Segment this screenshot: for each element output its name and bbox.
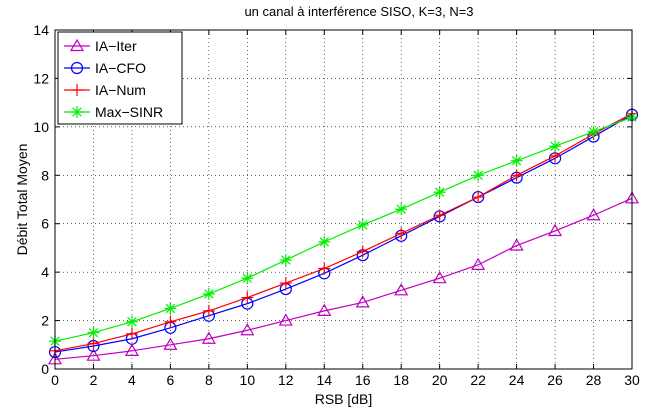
- x-tick-label: 14: [316, 372, 332, 388]
- x-axis-label: RSB [dB]: [315, 391, 373, 407]
- x-tick-label: 20: [432, 372, 448, 388]
- series-layer: [47, 107, 640, 365]
- series-line: [54, 113, 633, 352]
- legend-label: Max−SINR: [95, 104, 163, 120]
- x-tick-label: 2: [90, 372, 98, 388]
- data-point: [124, 343, 139, 356]
- data-point: [509, 238, 524, 251]
- data-point: [241, 291, 254, 304]
- data-point: [318, 235, 331, 248]
- data-point: [433, 209, 446, 222]
- y-tick-label: 10: [33, 119, 49, 135]
- legend-entry: IA−Iter: [64, 38, 137, 54]
- data-point: [164, 302, 177, 315]
- y-tick-label: 12: [33, 70, 49, 86]
- data-point: [279, 277, 292, 290]
- legend: IA−Iter IA−CFO IA−Num Max−SINR: [57, 31, 183, 125]
- y-tick-label: 6: [41, 216, 49, 232]
- x-tick-label: 18: [393, 372, 409, 388]
- data-point: [318, 262, 331, 275]
- legend-marker: [70, 61, 84, 75]
- legend-entry: IA−CFO: [64, 60, 146, 76]
- series-4: [49, 111, 638, 348]
- data-point: [202, 304, 215, 317]
- data-point: [86, 348, 101, 361]
- data-point: [510, 169, 523, 182]
- legend-box: [57, 31, 183, 125]
- x-tick-label: 12: [278, 372, 294, 388]
- data-point: [587, 125, 600, 138]
- data-point: [394, 283, 409, 296]
- data-point: [356, 218, 369, 231]
- data-point: [279, 254, 292, 267]
- data-point: [395, 227, 408, 240]
- data-point: [586, 208, 601, 221]
- x-tick-label: 0: [51, 372, 59, 388]
- data-point: [163, 337, 178, 350]
- y-tick-label: 8: [41, 167, 49, 183]
- data-point: [549, 140, 562, 153]
- data-point: [278, 313, 293, 326]
- data-point: [201, 331, 216, 344]
- data-point: [164, 315, 177, 328]
- x-tick-label: 24: [509, 372, 525, 388]
- x-tick-label: 8: [205, 372, 213, 388]
- y-tick-label: 4: [41, 264, 49, 280]
- series-1: [47, 191, 640, 365]
- data-point: [356, 245, 369, 258]
- y-axis-label: Débit Total Moyen: [14, 144, 30, 256]
- legend-label: IA−CFO: [95, 60, 146, 76]
- x-tick-label: 22: [470, 372, 486, 388]
- data-point: [125, 315, 138, 328]
- legend-marker: [71, 106, 83, 118]
- x-tick-label: 28: [586, 372, 602, 388]
- series-line: [54, 116, 633, 342]
- data-point: [202, 287, 215, 300]
- x-tick-label: 6: [167, 372, 175, 388]
- plot-frame: [54, 29, 633, 370]
- x-tick-label: 30: [624, 372, 640, 388]
- data-point: [355, 295, 370, 308]
- x-tick-label: 4: [128, 372, 136, 388]
- legend-label: IA−Num: [95, 82, 146, 98]
- data-point: [471, 257, 486, 270]
- data-point: [240, 323, 255, 336]
- data-point: [87, 326, 100, 339]
- x-tick-label: 26: [547, 372, 563, 388]
- legend-marker: [69, 38, 85, 52]
- data-point: [241, 272, 254, 285]
- chart-title: un canal à interférence SISO, K=3, N=3: [244, 4, 473, 19]
- data-point: [472, 169, 485, 182]
- legend-label: IA−Iter: [95, 38, 137, 54]
- data-point: [395, 203, 408, 216]
- data-point: [433, 186, 446, 199]
- data-point: [510, 154, 523, 167]
- data-point: [548, 223, 563, 237]
- y-tick-label: 14: [33, 22, 49, 38]
- data-point: [125, 327, 138, 340]
- legend-entry: Max−SINR: [64, 104, 163, 120]
- data-point: [87, 337, 100, 350]
- legend-entry: IA−Num: [64, 82, 146, 98]
- legend-marker: [71, 84, 83, 96]
- series-line: [54, 197, 633, 360]
- data-point: [432, 270, 447, 284]
- y-tick-label: 0: [41, 361, 49, 377]
- data-point: [317, 303, 332, 316]
- x-tick-label: 10: [240, 372, 256, 388]
- series-line: [54, 114, 633, 353]
- y-tick-label: 2: [41, 313, 49, 329]
- data-point: [472, 191, 485, 204]
- x-tick-label: 16: [355, 372, 371, 388]
